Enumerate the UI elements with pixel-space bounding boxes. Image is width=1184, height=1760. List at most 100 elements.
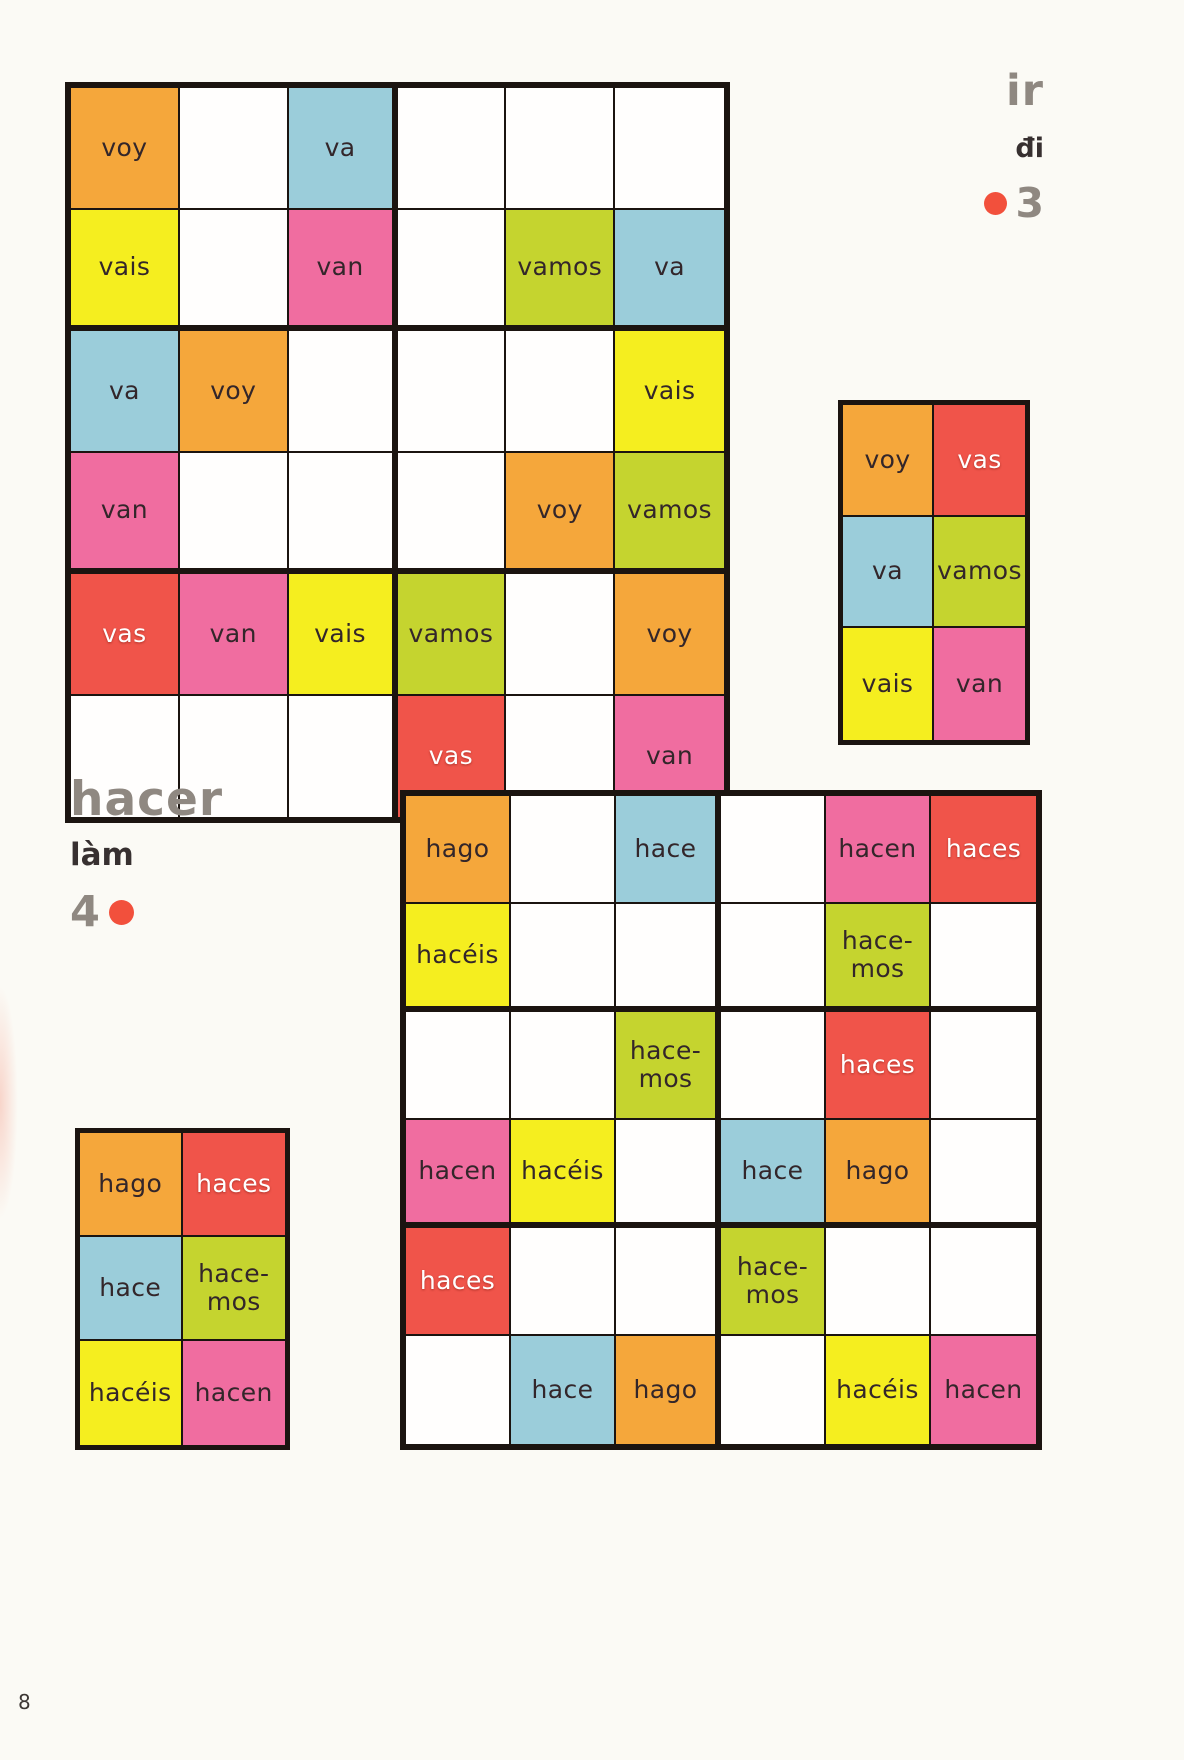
ir-grid-cell-r3c2: voy — [179, 331, 289, 453]
ir-grid-cell-r6c1 — [71, 695, 180, 817]
ir-grid-cell-r2c6: va — [615, 209, 724, 331]
hacer-grid-cell-r6c1 — [406, 1336, 511, 1444]
ir-grid-value-r6c4: vas — [428, 741, 474, 771]
ir-key-value-r3c1: vais — [861, 669, 914, 699]
ir-grid-value-r2c3: van — [316, 252, 364, 282]
ir-grid-cell-r1c5 — [506, 88, 616, 210]
ir-grid-cell-r6c2 — [179, 695, 289, 817]
hacer-grid-value-r6c6: hacen — [944, 1375, 1023, 1404]
hacer-grid-cell-r5c4: hace- mos — [721, 1228, 826, 1336]
ir-grid-cell-r5c5 — [506, 574, 616, 696]
hacer-grid-cell-r4c5: hago — [826, 1120, 931, 1228]
hacer-grid-cell-r1c4 — [721, 796, 826, 904]
hacer-grid-value-r1c5: hacen — [838, 834, 917, 863]
ir-grid-cell-r4c4 — [397, 452, 507, 574]
ir-key-value-r1c2: vas — [957, 444, 1002, 474]
hacer-grid-value-r6c2: hace — [531, 1375, 594, 1404]
ir-grid-value-r4c6: vamos — [627, 495, 712, 525]
hacer-grid-value-r2c5: hace- mos — [841, 926, 914, 983]
ir-grid-cell-r4c5: voy — [506, 452, 616, 574]
hacer-number-row: 4 — [70, 891, 134, 934]
hacer-grid-cell-r1c3: hace — [616, 796, 721, 904]
hacer-grid-value-r4c2: hacéis — [521, 1156, 604, 1185]
ir-grid-cell-r3c3 — [288, 331, 398, 453]
ir-key-value-r2c1: va — [872, 556, 903, 586]
page-number: 8 — [18, 1690, 31, 1714]
hacer-grid-value-r1c1: hago — [425, 834, 490, 863]
ir-key-cell-r3c1: vais — [843, 628, 934, 740]
ir-grid-cell-r4c1: van — [71, 452, 180, 574]
hacer-key-value-r3c2: hacen — [194, 1378, 273, 1407]
ir-puzzle-number: 3 — [1015, 179, 1044, 227]
hacer-grid-cell-r4c1: hacen — [406, 1120, 511, 1228]
ir-grid-cell-r5c3: vais — [288, 574, 398, 696]
hacer-grid-cell-r5c1: haces — [406, 1228, 511, 1336]
hacer-grid-value-r4c1: hacen — [418, 1156, 497, 1185]
ir-grid-value-r3c1: va — [108, 375, 140, 405]
hacer-grid-value-r3c3: hace- mos — [629, 1036, 702, 1093]
ir-grid-cell-r2c4 — [397, 209, 507, 331]
hacer-key-cell-r1c2: haces — [182, 1133, 285, 1237]
hacer-grid-cell-r1c6: haces — [931, 796, 1036, 904]
hacer-title: hacer — [70, 772, 224, 827]
ir-key-value-r3c2: van — [955, 669, 1004, 699]
ir-grid-cell-r4c6: vamos — [615, 452, 724, 574]
ir-grid-value-r5c4: vamos — [408, 618, 494, 648]
hacer-grid-cell-r5c2 — [511, 1228, 616, 1336]
ir-key-cell-r1c1: voy — [843, 405, 934, 517]
ir-grid-cell-r5c1: vas — [71, 574, 180, 696]
hacer-grid-cell-r2c2 — [511, 904, 616, 1012]
ir-number-row: 3 — [984, 183, 1044, 224]
hacer-grid-cell-r3c4 — [721, 1012, 826, 1120]
ir-grid-cell-r2c2 — [179, 209, 289, 331]
ir-key-cell-r1c2: vas — [934, 405, 1025, 517]
ir-grid-value-r4c1: van — [100, 495, 148, 525]
hacer-key-value-r3c1: hacéis — [88, 1378, 172, 1407]
ir-grid-cell-r3c5 — [506, 331, 616, 453]
ir-grid-value-r5c6: voy — [646, 618, 693, 648]
ir-key-cell-r2c2: vamos — [934, 516, 1025, 629]
ir-key-value-r2c2: vamos — [937, 556, 1022, 586]
hacer-key-cell-r2c2: hace- mos — [182, 1237, 285, 1341]
hacer-grid-cell-r6c6: hacen — [931, 1336, 1036, 1444]
ir-title: ir — [1006, 66, 1044, 116]
ir-key-cell-r2c1: va — [843, 516, 934, 629]
ir-grid-value-r2c6: va — [654, 252, 686, 282]
hacer-grid-cell-r6c3: hago — [616, 1336, 721, 1444]
ir-grid-cell-r1c2 — [179, 88, 289, 210]
ir-grid-cell-r1c4 — [397, 88, 507, 210]
hacer-grid-cell-r1c5: hacen — [826, 796, 931, 904]
ir-grid-value-r5c3: vais — [314, 618, 366, 648]
hacer-grid-cell-r2c1: hacéis — [406, 904, 511, 1012]
hacer-sudoku-grid: hago hace hacen haces hacéis hace- mos hace- m… — [400, 790, 1042, 1450]
hacer-grid-cell-r6c5: hacéis — [826, 1336, 931, 1444]
ir-grid-value-r1c3: va — [324, 132, 356, 162]
hacer-grid-value-r1c6: haces — [945, 834, 1022, 863]
ir-grid-value-r3c2: voy — [210, 375, 257, 405]
hacer-grid-cell-r3c3: hace- mos — [616, 1012, 721, 1120]
ir-key-value-r1c1: voy — [864, 444, 911, 474]
hacer-key-value-r2c1: hace — [99, 1273, 162, 1302]
ir-grid-cell-r1c6 — [615, 88, 724, 210]
ir-grid-value-r3c6: vais — [643, 375, 696, 405]
ir-grid-cell-r4c2 — [179, 452, 289, 574]
hacer-grid-cell-r5c3 — [616, 1228, 721, 1336]
ir-sudoku-grid: voy va vais van vamos va va voy vais van voy vamos v… — [65, 82, 730, 823]
hacer-grid-cell-r5c6 — [931, 1228, 1036, 1336]
ir-grid-value-r1c1: voy — [101, 132, 148, 162]
ir-grid-cell-r1c3: va — [288, 88, 398, 210]
hacer-grid-value-r5c1: haces — [419, 1266, 496, 1295]
hacer-label-block: hacer làm 4 — [70, 776, 290, 934]
hacer-key-value-r1c1: hago — [98, 1169, 163, 1198]
photo-smudge-artifact — [0, 985, 18, 1220]
ir-key-cell-r3c2: van — [934, 628, 1025, 740]
hacer-color-key-grid: hago haces hace hace- mos hacéis hacen — [75, 1128, 290, 1450]
ir-grid-cell-r3c4 — [397, 331, 507, 453]
ir-label-block: ir đi 3 — [940, 70, 1044, 224]
hacer-grid-value-r5c4: hace- mos — [736, 1252, 809, 1309]
ir-grid-value-r2c1: vais — [98, 252, 151, 282]
hacer-grid-cell-r4c6 — [931, 1120, 1036, 1228]
ir-grid-value-r5c2: van — [209, 618, 257, 648]
hacer-key-cell-r3c2: hacen — [182, 1341, 285, 1445]
